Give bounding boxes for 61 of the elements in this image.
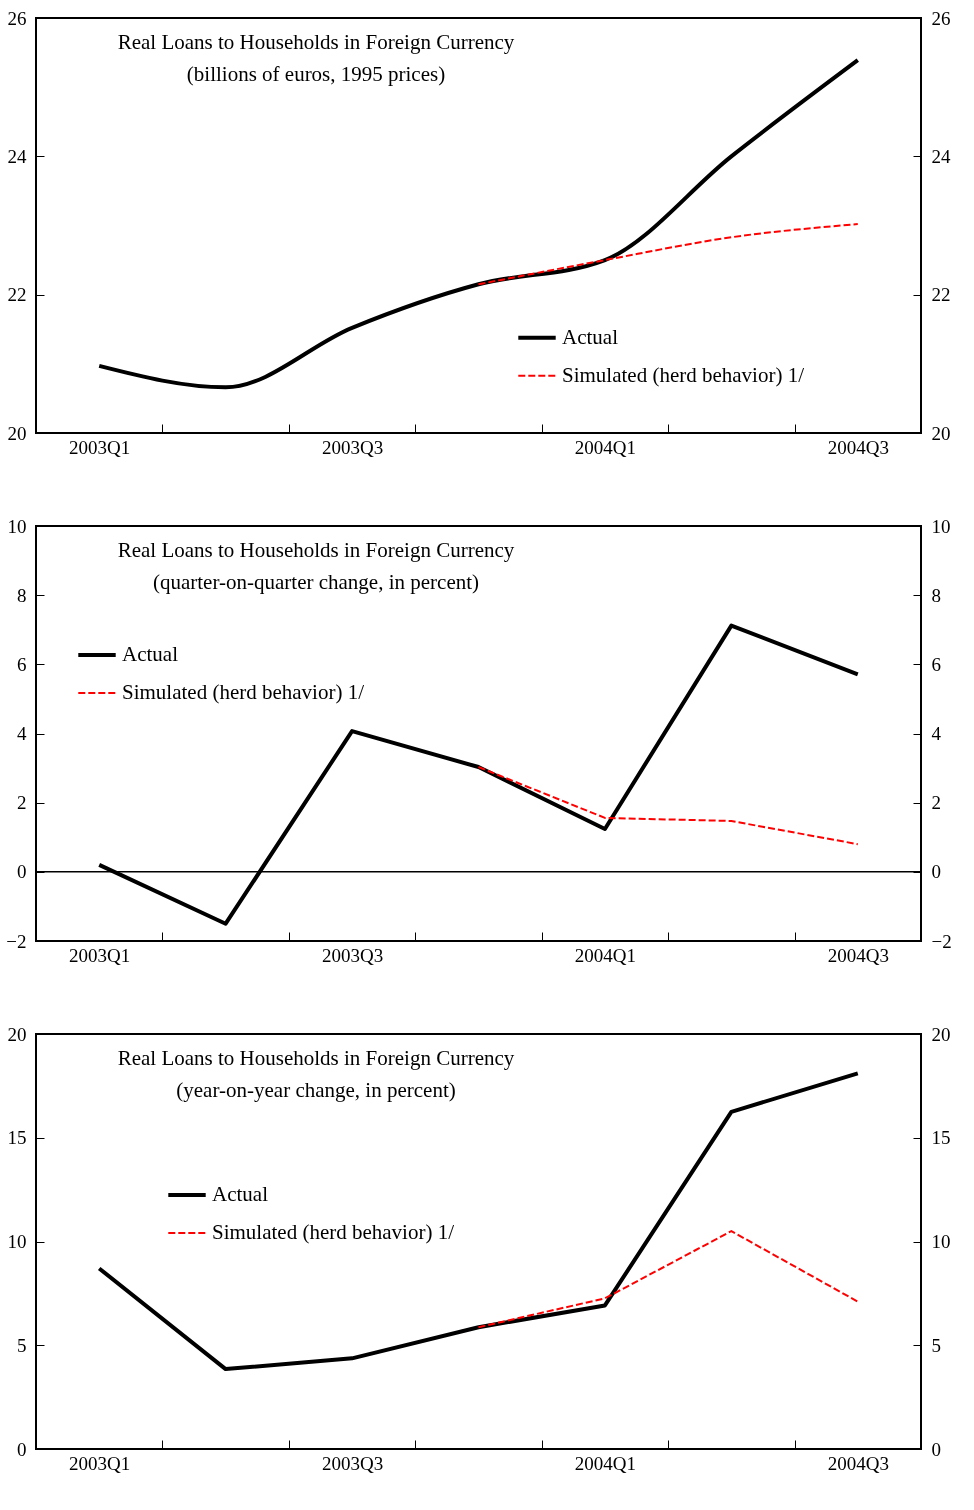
- line-series: [477, 766, 859, 846]
- legend-label: Simulated (herd behavior) 1/: [122, 680, 365, 704]
- y-tick-label: 8: [17, 584, 27, 606]
- x-tick-label: 2003Q3: [321, 944, 384, 966]
- y-tick-label: 0: [17, 1438, 27, 1460]
- y-tick-label: 20: [7, 1023, 27, 1045]
- y2-tick-label: 15: [931, 1127, 951, 1149]
- y-tick-label: 22: [7, 284, 27, 306]
- text: Real Loans to Households in Foreign Currency: [117, 538, 515, 562]
- legend-label: Simulated (herd behavior) 1/: [562, 362, 805, 387]
- y-tick-label: 4: [17, 723, 27, 744]
- x-tick-label: 2003Q1: [69, 1452, 131, 1474]
- x-tick-label: 2003Q1: [69, 944, 131, 966]
- line-series: [97, 58, 860, 390]
- legend-label: Actual: [122, 642, 179, 666]
- line-series: [97, 1071, 860, 1372]
- text: (year-on-year change, in percent): [176, 1078, 456, 1102]
- legend-label: Actual: [562, 324, 619, 349]
- y2-tick-label: 2: [931, 792, 941, 814]
- text: Real Loans to Households in Foreign Currency: [117, 1046, 515, 1070]
- x-tick-label: 2004Q3: [827, 1452, 889, 1474]
- text: (billions of euros, 1995 prices): [186, 62, 446, 86]
- y2-tick-label: 8: [931, 584, 941, 606]
- y2-tick-label: 0: [931, 861, 941, 883]
- y-tick-label: −2: [6, 930, 27, 952]
- x-tick-label: 2004Q3: [827, 436, 889, 458]
- y-tick-label: 5: [17, 1334, 27, 1356]
- y2-tick-label: 5: [931, 1334, 941, 1356]
- y-tick-label: 24: [7, 145, 27, 167]
- y2-tick-label: 6: [931, 653, 941, 675]
- y-tick-label: 10: [7, 515, 27, 537]
- y2-tick-label: 20: [931, 422, 951, 444]
- y-tick-label: 6: [17, 653, 27, 675]
- x-tick-label: 2003Q1: [69, 436, 131, 458]
- y2-tick-label: 4: [931, 723, 942, 744]
- x-tick-label: 2004Q1: [574, 436, 637, 458]
- y2-tick-label: 0: [931, 1438, 941, 1460]
- x-tick-label: 2004Q1: [574, 944, 637, 966]
- y-tick-label: 20: [7, 422, 27, 444]
- y2-tick-label: 10: [931, 515, 951, 537]
- legend-label: Actual: [212, 1182, 269, 1206]
- y-tick-label: 26: [7, 7, 27, 29]
- y2-tick-label: 20: [931, 1023, 951, 1045]
- y-tick-label: 10: [7, 1231, 27, 1252]
- line-series: [477, 223, 859, 286]
- x-tick-label: 2003Q3: [321, 1452, 384, 1474]
- y-tick-label: 0: [17, 861, 27, 883]
- x-tick-label: 2004Q3: [827, 944, 889, 966]
- y2-tick-label: 22: [931, 284, 951, 306]
- y-tick-label: 2: [17, 792, 27, 814]
- line-series: [477, 1230, 859, 1329]
- legend-label: Simulated (herd behavior) 1/: [212, 1220, 455, 1244]
- y2-tick-label: 26: [931, 7, 951, 29]
- text: (quarter-on-quarter change, in percent): [152, 570, 480, 594]
- x-tick-label: 2004Q1: [574, 1452, 637, 1474]
- y2-tick-label: 24: [931, 145, 951, 167]
- y2-tick-label: −2: [931, 930, 952, 952]
- text: Real Loans to Households in Foreign Currency: [117, 30, 515, 54]
- y-tick-label: 15: [7, 1127, 27, 1149]
- x-tick-label: 2003Q3: [321, 436, 384, 458]
- y2-tick-label: 10: [931, 1231, 951, 1252]
